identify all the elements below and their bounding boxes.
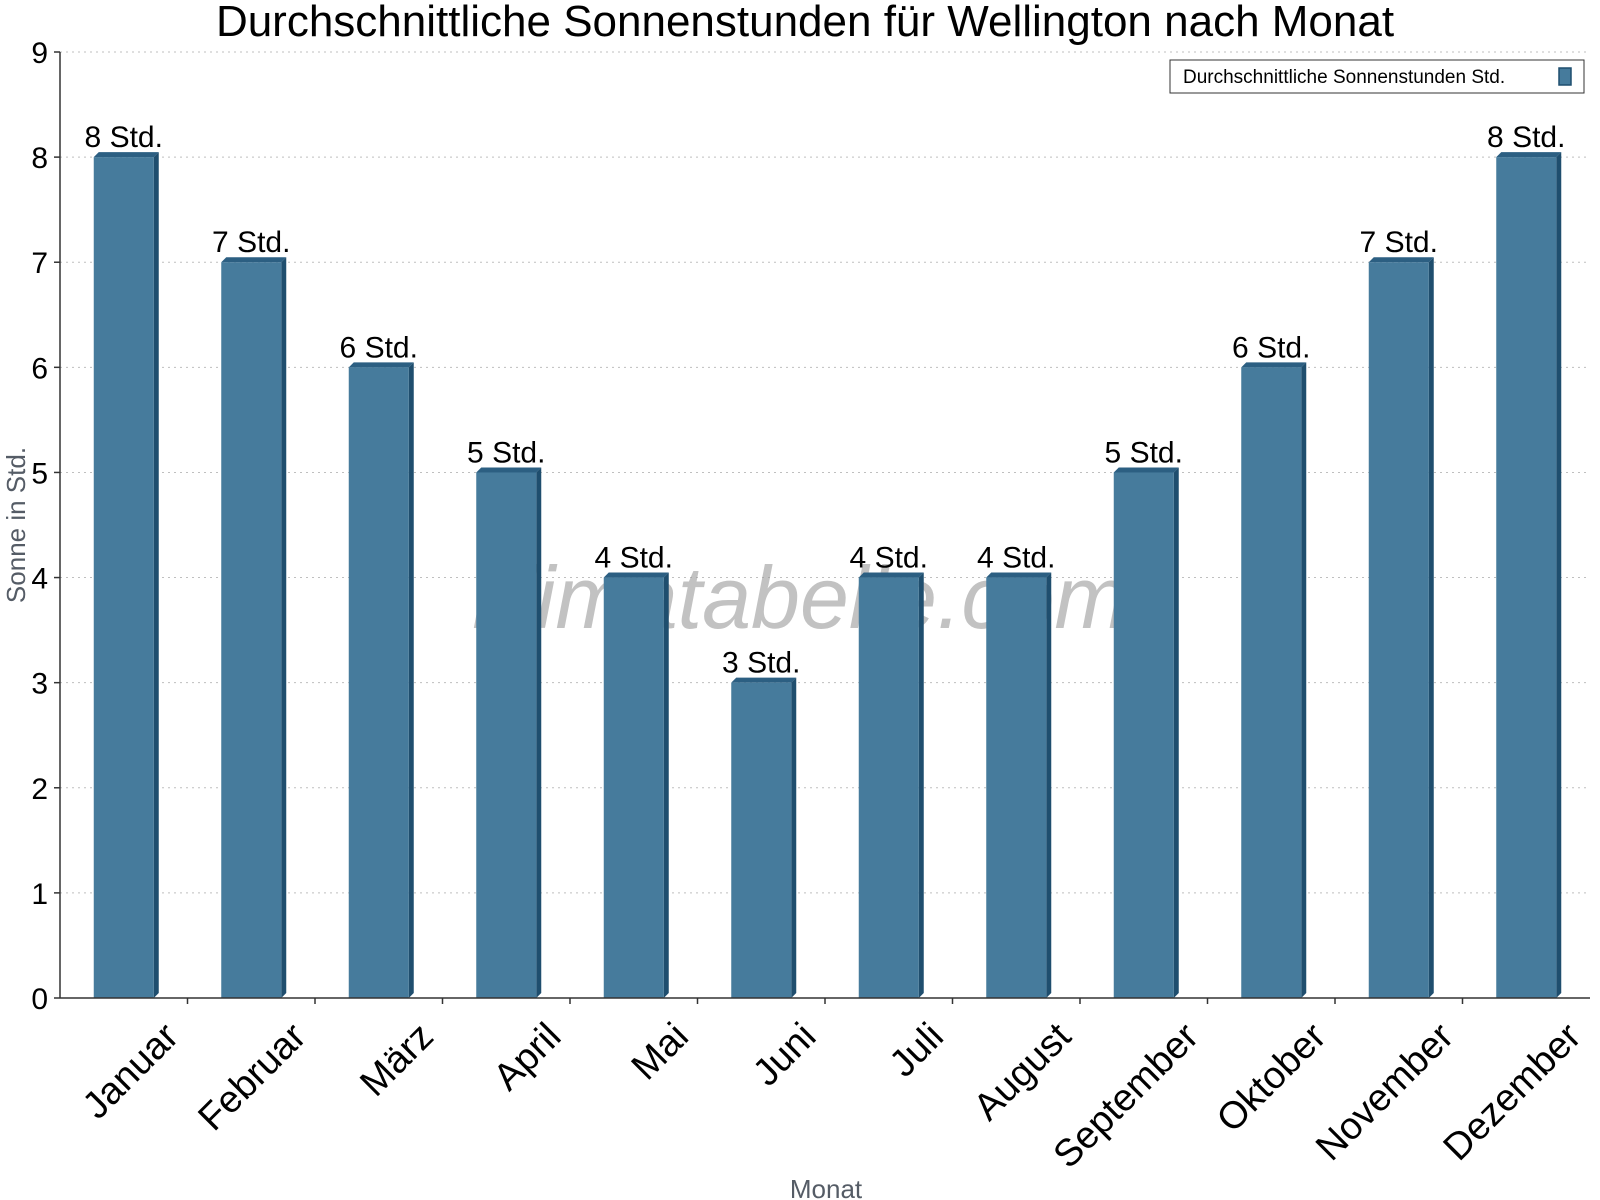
- bar-side: [153, 152, 159, 999]
- bar-value-label: 8 Std.: [1487, 121, 1565, 154]
- bar-4: [476, 467, 542, 998]
- x-tick-label: Dezember: [1436, 1015, 1590, 1169]
- bar-value-label: 5 Std.: [467, 436, 545, 469]
- bar-top: [93, 152, 159, 158]
- bar-side: [536, 467, 542, 998]
- bar-side: [1556, 152, 1562, 999]
- bar-value-label: 4 Std.: [595, 542, 673, 575]
- bar-top: [986, 572, 1052, 578]
- x-tick-label: Januar: [75, 1015, 187, 1127]
- bar-top: [1113, 467, 1179, 473]
- x-tick-label: November: [1308, 1015, 1462, 1169]
- bar-top: [858, 572, 924, 578]
- bar-10: [1241, 362, 1307, 998]
- bar-face: [476, 472, 537, 998]
- bar-value-label: 3 Std.: [722, 647, 800, 680]
- y-tick-label: 9: [31, 37, 48, 70]
- grid-lines: [60, 51, 1590, 894]
- bar-top: [1241, 362, 1307, 368]
- y-tick-label: 7: [31, 247, 48, 280]
- bar-face: [858, 577, 919, 998]
- bar-value-labels: 8 Std. 7 Std. 6 Std. 5 Std. 4 Std. 3 Std. 4 St…: [85, 121, 1566, 680]
- bar-side: [791, 677, 797, 998]
- bar-side: [281, 257, 287, 998]
- y-tick-label: 2: [31, 773, 48, 806]
- bar-6: [731, 677, 797, 998]
- x-tick-label: April: [486, 1015, 569, 1098]
- bar-top: [1368, 257, 1434, 263]
- legend-label: Durchschnittliche Sonnenstunden Std.: [1183, 67, 1505, 88]
- y-axis-ticks: 0 1 2 3 4 5 6 7 8 9: [31, 37, 60, 1016]
- bar-12: [1496, 152, 1562, 999]
- y-axis-label: Sonne in Std.: [1, 447, 31, 603]
- bar-face: [1368, 262, 1429, 998]
- bar-9: [1113, 467, 1179, 998]
- legend-box: [1169, 59, 1585, 94]
- bar-top: [476, 467, 542, 473]
- chart-title: Durchschnittliche Sonnenstunden für Well…: [216, 0, 1394, 46]
- bar-face: [986, 577, 1047, 998]
- bar-8: [986, 572, 1052, 998]
- bar-top: [603, 572, 669, 578]
- bar-top: [731, 677, 797, 683]
- x-tick-label: Februar: [190, 1015, 314, 1139]
- bar-face: [348, 367, 409, 998]
- bar-side: [918, 572, 924, 998]
- bar-side: [663, 572, 669, 998]
- bar-face: [731, 682, 792, 998]
- bar-face: [93, 157, 154, 999]
- x-tick-label: Oktober: [1209, 1015, 1335, 1141]
- bar-top: [221, 257, 287, 263]
- bar-side: [1173, 467, 1179, 998]
- bar-face: [1241, 367, 1302, 998]
- bar-11: [1368, 257, 1434, 998]
- bar-side: [1301, 362, 1307, 998]
- bar-2: [221, 257, 287, 998]
- bar-5: [603, 572, 669, 998]
- bar-face: [603, 577, 664, 998]
- bar-value-label: 8 Std.: [85, 121, 163, 154]
- bar-side: [408, 362, 414, 998]
- bar-top: [1496, 152, 1562, 158]
- bar-7: [858, 572, 924, 998]
- bar-side: [1046, 572, 1052, 998]
- bar-value-label: 7 Std.: [1360, 226, 1438, 259]
- y-tick-label: 4: [31, 563, 48, 596]
- bar-value-label: 6 Std.: [1232, 331, 1310, 364]
- bar-face: [1496, 157, 1557, 999]
- bar-value-label: 4 Std.: [850, 542, 928, 575]
- bar-face: [1113, 472, 1174, 998]
- bar-1: [93, 152, 159, 999]
- bar-value-label: 4 Std.: [977, 542, 1055, 575]
- x-tick-label: März: [352, 1015, 441, 1104]
- bar-value-label: 5 Std.: [1105, 436, 1183, 469]
- y-tick-label: 8: [31, 142, 48, 175]
- y-tick-label: 3: [31, 668, 48, 701]
- legend-swatch: [1558, 67, 1572, 86]
- x-tick-label: Juli: [882, 1015, 952, 1085]
- x-axis-ticks: Januar Februar März April Mai Juni Juli AugustS…: [75, 998, 1590, 1176]
- x-tick-label: Juni: [745, 1015, 824, 1094]
- y-tick-label: 0: [31, 983, 48, 1016]
- bar-top: [348, 362, 414, 368]
- bar-value-label: 7 Std.: [212, 226, 290, 259]
- bars: [93, 152, 1562, 999]
- bar-3: [348, 362, 414, 998]
- y-tick-label: 1: [31, 878, 48, 911]
- x-tick-label: August: [966, 1015, 1080, 1129]
- y-tick-label: 5: [31, 457, 48, 490]
- bar-face: [221, 262, 282, 998]
- bar-side: [1428, 257, 1434, 998]
- x-tick-label: Mai: [624, 1015, 697, 1088]
- bar-value-label: 6 Std.: [340, 331, 418, 364]
- x-axis-label: Monat: [790, 1174, 863, 1200]
- y-tick-label: 6: [31, 352, 48, 385]
- legend: Durchschnittliche Sonnenstunden Std.: [1169, 59, 1585, 94]
